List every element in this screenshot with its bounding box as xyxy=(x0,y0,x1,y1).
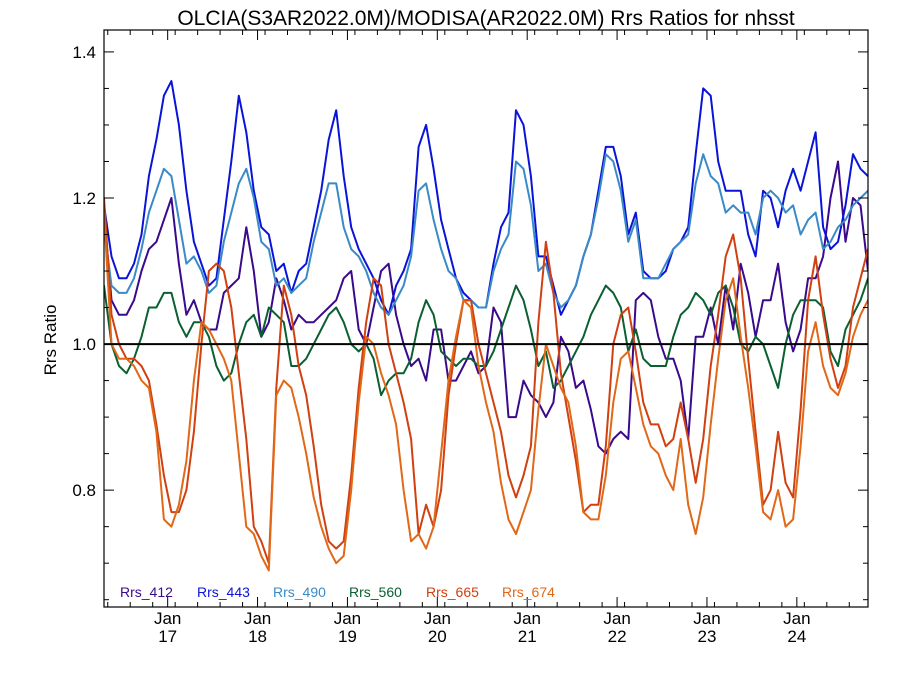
x-tick-label-month: Jan xyxy=(603,609,630,628)
legend-entry-rrs-674: Rrs_674 xyxy=(502,584,555,600)
y-tick-label: 1.0 xyxy=(72,335,96,354)
x-tick-label-year: 20 xyxy=(428,627,447,646)
chart-title: OLCIA(S3AR2022.0M)/MODISA(AR2022.0M) Rrs… xyxy=(177,7,795,30)
y-axis: 0.8 1.0 1.2 1.4 xyxy=(72,43,868,601)
legend-entry-rrs-560: Rrs_560 xyxy=(349,584,402,600)
x-tick-label-year: 24 xyxy=(787,627,806,646)
x-tick-label-month: Jan xyxy=(783,609,810,628)
x-tick-label-month: Jan xyxy=(334,609,361,628)
x-tick-label-year: 21 xyxy=(518,627,537,646)
plot-frame xyxy=(103,29,869,608)
legend-entry-rrs-443: Rrs_443 xyxy=(197,584,250,600)
legend-entry-rrs-665: Rrs_665 xyxy=(426,584,479,600)
series-line-rrs-665 xyxy=(104,197,868,565)
x-tick-label-year: 22 xyxy=(608,627,627,646)
y-axis-label: Rrs Ratio xyxy=(41,305,60,376)
x-tick-label-month: Jan xyxy=(424,609,451,628)
series-line-rrs-560 xyxy=(104,277,868,397)
x-tick-label-year: 18 xyxy=(248,627,267,646)
series-line-rrs-490 xyxy=(104,153,868,316)
y-tick-label: 1.4 xyxy=(72,43,96,62)
series-line-rrs-443 xyxy=(104,80,868,316)
legend: Rrs_412 Rrs_443 Rrs_490 Rrs_560 Rrs_665 Rrs_6… xyxy=(120,584,555,600)
x-tick-label-month: Jan xyxy=(513,609,540,628)
x-tick-label-year: 23 xyxy=(697,627,716,646)
series-line-rrs-674 xyxy=(104,211,868,572)
x-tick-label-year: 17 xyxy=(158,627,177,646)
x-tick-label-month: Jan xyxy=(154,609,181,628)
x-tick-label-month: Jan xyxy=(244,609,271,628)
legend-entry-rrs-490: Rrs_490 xyxy=(273,584,326,600)
x-tick-label-month: Jan xyxy=(693,609,720,628)
y-tick-label: 0.8 xyxy=(72,481,96,500)
x-tick-label-year: 19 xyxy=(338,627,357,646)
legend-entry-rrs-412: Rrs_412 xyxy=(120,584,173,600)
y-tick-label: 1.2 xyxy=(72,189,96,208)
